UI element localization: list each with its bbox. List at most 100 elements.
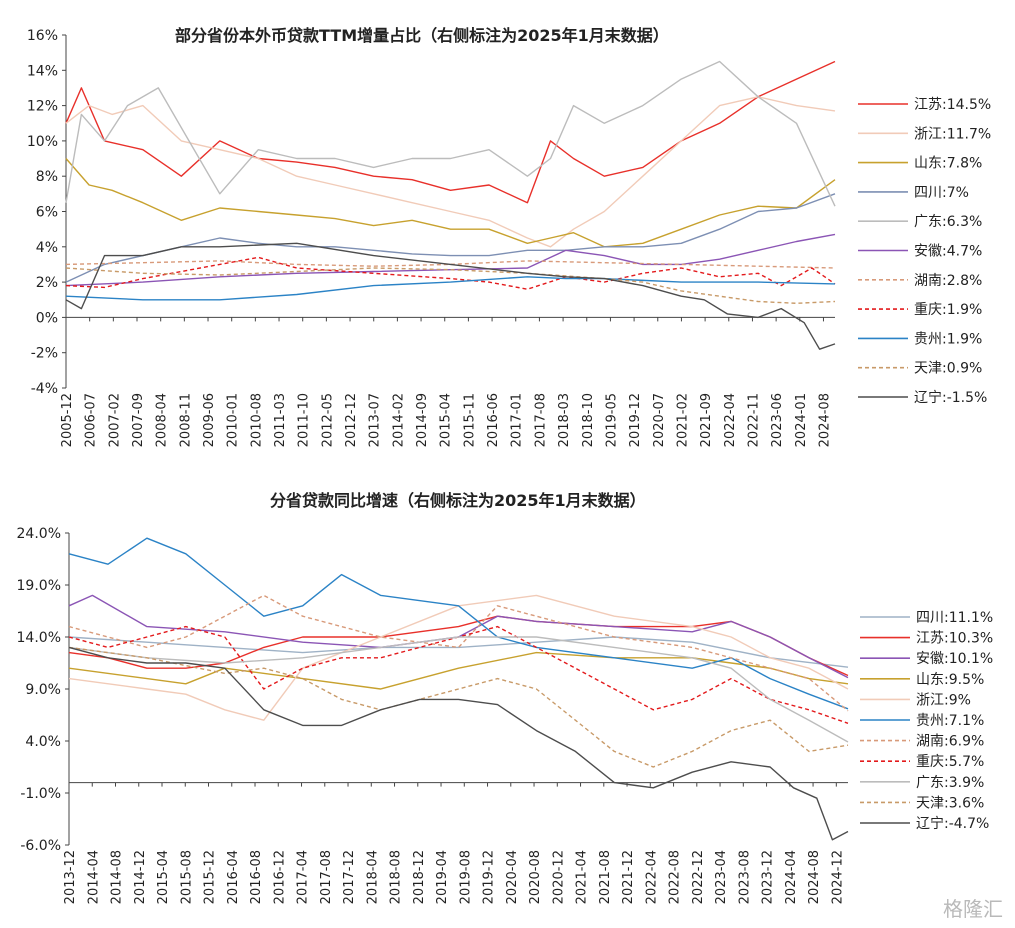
x-tick-label: 2015-04 (156, 850, 171, 904)
x-tick-label: 2021-12 (621, 850, 636, 904)
y-tick-label: 16% (27, 28, 58, 44)
series-line-浙江 (65, 96, 836, 248)
legend-label-广东: 广东:3.9% (916, 775, 984, 791)
y-tick-label: 4% (36, 240, 58, 256)
x-tick-label: 2019-08 (458, 850, 473, 904)
y-tick-label: 14% (27, 63, 58, 79)
x-tick-label: 2015-08 (179, 850, 194, 904)
x-tick-label: 2019-12 (628, 393, 643, 447)
series-line-广东 (68, 636, 849, 743)
y-tick-label: 6% (36, 205, 58, 221)
y-tick-label: -1.0% (20, 786, 61, 802)
x-tick-label: 2022-04 (723, 393, 738, 447)
series-line-江苏 (68, 615, 849, 677)
x-tick-label: 2019-04 (435, 850, 450, 904)
chart-1: -6.0% -1.0% 4.0% 9.0% 14.0% 19.0% 24.0% 2013-12… (17, 526, 994, 904)
series-line-重庆 (68, 625, 849, 724)
x-tick-label: 2018-10 (581, 393, 596, 447)
x-tick-label: 2007-09 (131, 393, 146, 447)
x-tick-label: 2024-01 (794, 393, 809, 447)
x-tick-label: 2015-04 (439, 393, 454, 447)
y-tick-label: 4.0% (25, 734, 61, 750)
series-line-安徽 (68, 594, 849, 679)
x-tick-label: 2007-02 (107, 393, 122, 447)
legend-label-辽宁: 辽宁:-1.5% (914, 389, 987, 406)
x-tick-label: 2020-04 (505, 850, 520, 904)
series-line-辽宁 (65, 242, 836, 350)
series-line-四川 (68, 636, 849, 668)
series-line-江苏 (65, 60, 836, 204)
y-tick-label: -4% (31, 381, 58, 397)
x-tick-label: 2024-08 (807, 850, 822, 904)
legend-label-安徽: 安徽:4.7% (914, 244, 982, 260)
x-tick-label: 2016-04 (226, 850, 241, 904)
chart-title-bottom: 分省贷款同比增速（右侧标注为2025年1月末数据） (270, 491, 646, 510)
legend-label-天津: 天津:0.9% (914, 361, 982, 377)
legend-label-浙江: 浙江:9% (916, 692, 971, 708)
legend-label-广东: 广东:6.3% (914, 214, 982, 230)
x-tick-label: 2013-12 (63, 850, 78, 904)
y-tick-label: 10% (27, 134, 58, 150)
x-tick-label: 2022-04 (644, 850, 659, 904)
x-tick-label: 2021-04 (575, 850, 590, 904)
x-tick-label: 2016-08 (249, 850, 264, 904)
x-tick-label: 2012-12 (344, 393, 359, 447)
legend-label-江苏: 江苏:14.5% (914, 97, 991, 113)
x-tick-label: 2020-07 (652, 393, 667, 447)
x-tick-label: 2014-04 (86, 850, 101, 904)
x-tick-label: 2020-12 (551, 850, 566, 904)
x-tick-label: 2011-10 (297, 393, 312, 447)
x-tick-label: 2017-01 (510, 393, 525, 447)
y-tick-label: 19.0% (17, 578, 61, 594)
y-tick-label: 8% (36, 169, 58, 185)
legend-label-重庆: 重庆:1.9% (914, 302, 982, 318)
x-tick-label: 2024-04 (784, 850, 799, 904)
x-tick-label: 2023-08 (737, 850, 752, 904)
legend-label-贵州: 贵州:1.9% (914, 331, 982, 347)
x-tick-label: 2015-11 (462, 393, 477, 447)
x-tick-label: 2024-08 (817, 393, 832, 447)
chart-title-top: 部分省份本外币贷款TTM增量占比（右侧标注为2025年1月末数据） (175, 26, 669, 45)
y-tick-label: 24.0% (17, 526, 61, 542)
x-tick-label: 2021-02 (675, 393, 690, 447)
x-tick-label: 2011-03 (273, 393, 288, 447)
x-tick-label: 2017-04 (296, 850, 311, 904)
x-tick-label: 2022-11 (746, 393, 761, 447)
x-tick-label: 2014-08 (110, 850, 125, 904)
x-tick-label: 2014-02 (391, 393, 406, 447)
x-tick-label: 2020-08 (528, 850, 543, 904)
legend-label-贵州: 贵州:7.1% (916, 713, 984, 729)
x-tick-label: 2014-12 (133, 850, 148, 904)
y-tick-label: 9.0% (25, 682, 61, 698)
x-tick-label: 2022-12 (691, 850, 706, 904)
series-line-贵州 (65, 276, 836, 301)
x-tick-label: 2018-03 (557, 393, 572, 447)
x-tick-label: 2018-04 (365, 850, 380, 904)
series-line-湖南 (65, 260, 836, 269)
legend-label-湖南: 湖南:2.8% (914, 273, 982, 289)
legend-label-四川: 四川:7% (914, 185, 969, 201)
x-tick-label: 2009-06 (202, 393, 217, 447)
x-tick-label: 2013-07 (368, 393, 383, 447)
x-tick-label: 2014-09 (415, 393, 430, 447)
series-line-山东 (65, 158, 836, 248)
y-tick-label: 14.0% (17, 630, 61, 646)
x-tick-label: 2010-08 (249, 393, 264, 447)
chart-0: -4% -2% 0% 2% 4% 6% 8% 10% 12% 14% 16% 2005-12 2006-… (27, 28, 991, 447)
legend-label-辽宁: 辽宁:-4.7% (916, 815, 989, 832)
legend-label-山东: 山东:7.8% (914, 156, 982, 172)
x-tick-label: 2024-12 (830, 850, 845, 904)
legend-label-天津: 天津:3.6% (916, 795, 984, 811)
legend-label-湖南: 湖南:6.9% (916, 734, 984, 750)
x-tick-label: 2006-07 (84, 393, 99, 447)
x-tick-label: 2012-05 (320, 393, 335, 447)
x-tick-label: 2015-12 (203, 850, 218, 904)
series-line-四川 (65, 193, 836, 283)
x-tick-label: 2017-08 (533, 393, 548, 447)
y-tick-label: -2% (31, 346, 58, 362)
legend-label-四川: 四川:11.1% (916, 610, 993, 626)
x-tick-label: 2021-09 (699, 393, 714, 447)
series-line-广东 (65, 60, 836, 207)
legend-label-浙江: 浙江:11.7% (914, 126, 991, 142)
